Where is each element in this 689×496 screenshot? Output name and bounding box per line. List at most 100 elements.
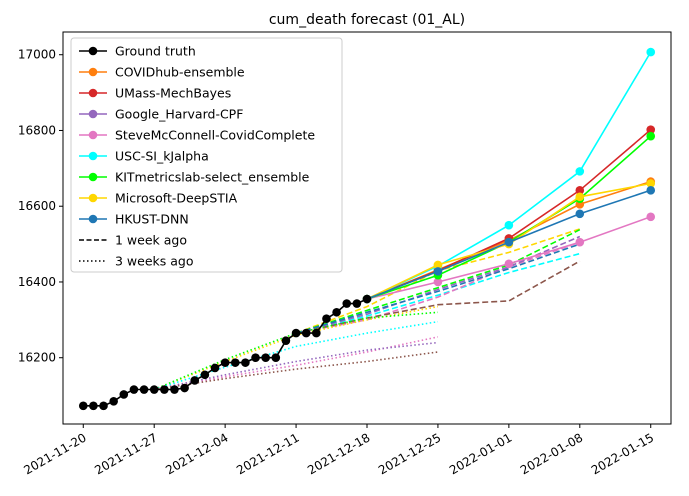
- legend-entry-microsoft-deepstia: Microsoft-DeepSTIA: [79, 191, 238, 206]
- ground-truth-point: [170, 385, 179, 394]
- ground-truth-point: [352, 299, 362, 308]
- ground-truth-point: [220, 358, 230, 367]
- legend-entry-hkust-dnn: HKUST-DNN: [79, 212, 189, 227]
- stevemcconnell-covidcomplete-point: [646, 212, 656, 222]
- x-axis: 2021-11-20 2021-11-27 2021-12-04 2021-12-11…: [21, 424, 656, 477]
- ground-truth-point: [251, 353, 260, 363]
- ground-truth-point: [200, 370, 210, 380]
- y-tick-label: 17000: [18, 48, 56, 62]
- ground-truth-point: [129, 385, 139, 394]
- ground-truth-point: [362, 294, 372, 304]
- legend-label: UMass-MechBayes: [115, 86, 231, 101]
- x-tick-label: 2021-12-11: [234, 430, 301, 477]
- hkust-dnn-point: [504, 237, 514, 247]
- hkust-dnn-point: [433, 267, 443, 276]
- ground-truth-point: [78, 401, 88, 411]
- ground-truth-point: [149, 385, 159, 394]
- ground-truth-point: [210, 363, 220, 373]
- legend-marker: [88, 46, 98, 56]
- y-tick-label: 16600: [18, 199, 56, 213]
- legend-entry-1-week-ago: 1 week ago: [79, 233, 187, 248]
- y-tick-label: 16200: [18, 351, 56, 365]
- legend-label: Ground truth: [115, 44, 196, 59]
- kitmetricslab-select-ensemble-line: [366, 135, 652, 300]
- microsoft-deepstia-point: [575, 192, 585, 202]
- ground-truth-point: [160, 385, 169, 394]
- ground-truth-point: [261, 353, 270, 363]
- ground-truth-point: [322, 314, 331, 324]
- ground-truth-point: [180, 383, 189, 393]
- ground-truth-point: [190, 376, 200, 385]
- 1-week-ago-forecast-line: [295, 228, 581, 334]
- stevemcconnell-covidcomplete-point: [433, 277, 443, 287]
- 1-week-ago-forecast-line: [295, 252, 581, 334]
- 3-weeks-ago-forecast-line: [154, 341, 438, 391]
- legend-box: [70, 37, 343, 273]
- legend-label: 1 week ago: [115, 233, 187, 248]
- microsoft-deepstia-point: [646, 179, 656, 188]
- ground-truth-point: [119, 390, 129, 399]
- legend-entry-google-harvard-cpf: Google_Harvard-CPF: [79, 107, 243, 122]
- x-tick-label: 2021-12-25: [376, 430, 443, 477]
- ground-truth-point: [312, 328, 321, 338]
- x-tick-label: 2021-12-18: [305, 430, 372, 477]
- usc-si-kjalpha-point: [504, 220, 514, 230]
- x-tick-label: 2021-11-20: [21, 430, 88, 477]
- legend-label: COVIDhub-ensemble: [115, 65, 245, 80]
- 3-weeks-ago-forecast-line: [153, 320, 439, 391]
- umass-mechbayes-line: [366, 129, 652, 300]
- hkust-dnn-point: [575, 209, 585, 219]
- ground-truth-point: [332, 307, 341, 317]
- legend-marker: [88, 214, 98, 224]
- legend-marker: [88, 109, 98, 119]
- legend-entry-stevemcconnell-covidcomplete: SteveMcConnell-CovidComplete: [79, 128, 315, 143]
- y-tick-label: 16400: [18, 275, 56, 289]
- stevemcconnell-covidcomplete-point: [575, 237, 585, 247]
- legend-marker: [88, 151, 98, 161]
- legend-label: 3 weeks ago: [115, 254, 194, 269]
- ground-truth-point: [99, 401, 108, 411]
- x-tick-label: 2022-01-01: [447, 430, 514, 477]
- legend-marker: [88, 172, 98, 182]
- ground-truth-point: [241, 358, 250, 367]
- umass-mechbayes-point: [646, 125, 656, 135]
- x-tick-label: 2022-01-08: [518, 430, 585, 477]
- legend: Ground truth COVIDhub-ensemble UMass-MechB…: [70, 37, 343, 273]
- legend-entry-usc-si-kjalpha: USC-SI_kJalpha: [79, 149, 209, 164]
- ground-truth-point: [109, 396, 118, 406]
- ground-truth-point: [271, 353, 281, 363]
- chart-title: cum_death forecast (01_AL): [269, 12, 465, 28]
- ground-truth-point: [89, 401, 98, 411]
- legend-label: KITmetricslab-select_ensemble: [115, 170, 310, 185]
- legend-marker: [88, 67, 98, 77]
- x-tick-label: 2021-11-27: [92, 430, 159, 477]
- legend-entry-ground-truth: Ground truth: [79, 44, 196, 59]
- ground-truth-point: [230, 358, 240, 367]
- legend-label: HKUST-DNN: [115, 212, 189, 227]
- y-tick-label: 16800: [18, 123, 56, 137]
- legend-marker: [88, 88, 98, 98]
- ground-truth-point: [291, 328, 301, 338]
- usc-si-kjalpha-point: [575, 167, 585, 176]
- x-tick-label: 2021-12-04: [163, 430, 230, 477]
- 1-week-ago-forecast-line: [295, 243, 581, 334]
- legend-label: USC-SI_kJalpha: [115, 149, 209, 164]
- stevemcconnell-covidcomplete-point: [504, 259, 514, 269]
- legend-label: SteveMcConnell-CovidComplete: [115, 128, 315, 143]
- umass-mechbayes-point: [575, 186, 585, 195]
- legend-entry-covidhub-ensemble: COVIDhub-ensemble: [79, 65, 245, 80]
- legend-label: Google_Harvard-CPF: [115, 107, 243, 122]
- ground-truth-point: [301, 328, 311, 338]
- plot-area: [78, 47, 656, 411]
- hkust-dnn-point: [646, 186, 656, 195]
- usc-si-kjalpha-point: [646, 47, 656, 57]
- ground-truth-point: [342, 299, 352, 308]
- legend-marker: [88, 193, 98, 203]
- y-axis: 16200 16400 16600 16800 17000: [18, 48, 63, 365]
- x-tick-label: 2022-01-15: [589, 430, 656, 477]
- legend-marker: [88, 130, 98, 140]
- kitmetricslab-select-ensemble-point: [646, 131, 656, 141]
- ground-truth-point: [139, 385, 149, 394]
- ground-truth-point: [281, 336, 291, 345]
